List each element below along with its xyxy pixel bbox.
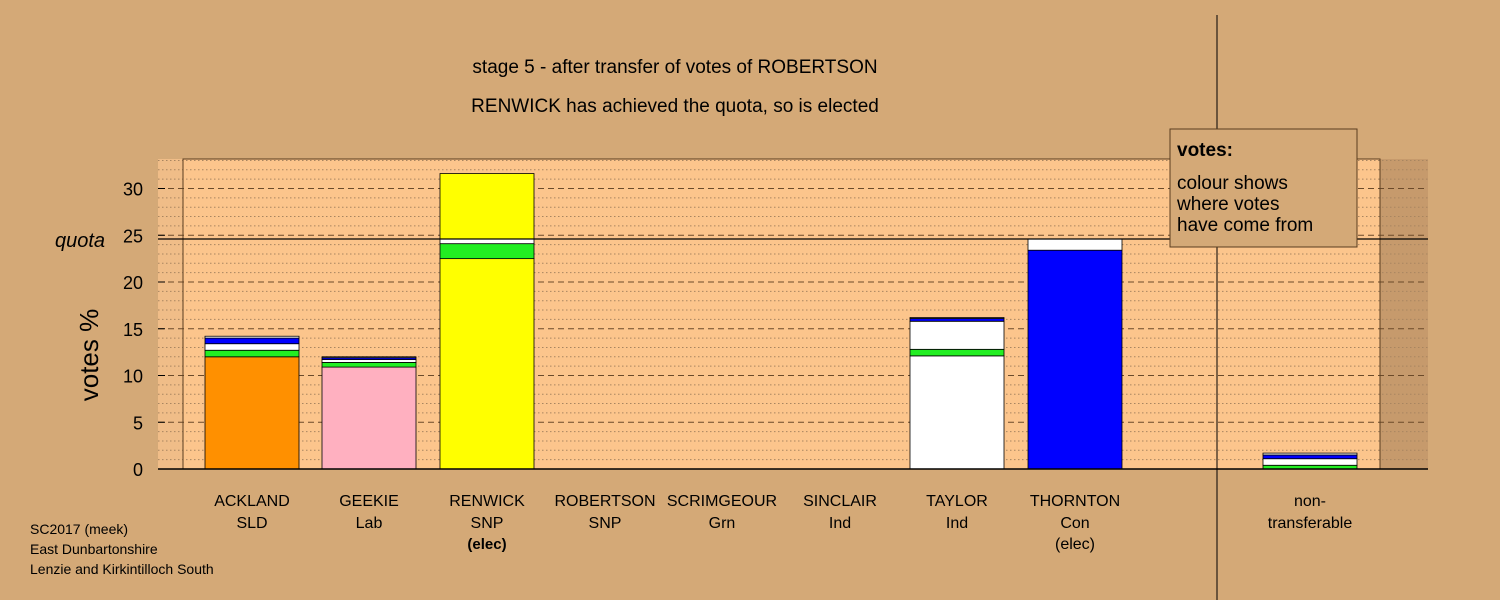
candidate-name: TAYLOR (926, 493, 988, 510)
candidate-party: Ind (946, 515, 968, 532)
candidate-name: ROBERTSON (554, 493, 655, 510)
bar-thornton (1027, 238, 1123, 470)
bar-segment (1262, 458, 1358, 466)
y-tick-label: 20 (123, 273, 143, 293)
bar-segment (321, 362, 417, 368)
nontransferable-label-1: non- (1294, 493, 1326, 510)
bar-geekie (321, 356, 417, 470)
footer-line-2: East Dunbartonshire (30, 541, 158, 557)
quota-label: quota (55, 230, 105, 252)
bars (204, 173, 1358, 470)
legend: votes: colour shows where votes have com… (1169, 128, 1358, 248)
candidate-party: SLD (236, 515, 267, 532)
candidate-name: SCRIMGEOUR (667, 493, 777, 510)
footer-line-1: SC2017 (meek) (30, 521, 128, 537)
y-tick-label: 25 (123, 226, 143, 246)
y-tick-label: 0 (133, 460, 143, 480)
bar-segment (204, 343, 300, 351)
chart-subtitle: RENWICK has achieved the quota, so is el… (471, 96, 879, 117)
bar-segment (439, 238, 535, 245)
legend-title: votes: (1177, 140, 1233, 161)
bar-segment (909, 317, 1005, 319)
y-tick-label: 10 (123, 367, 143, 387)
legend-line-1: colour shows (1177, 173, 1288, 194)
bar-segment (909, 318, 1005, 322)
bar-segment (204, 349, 300, 358)
plot-overhang-left (158, 159, 183, 469)
bar-segment (1027, 249, 1123, 470)
candidate-party: SNP (471, 515, 504, 532)
bar-segment (1262, 454, 1358, 460)
legend-box (1169, 128, 1358, 248)
legend-line-3: have come from (1177, 215, 1313, 236)
candidate-name: RENWICK (449, 493, 525, 510)
candidate-party: SNP (589, 515, 622, 532)
candidate-name: SINCLAIR (803, 493, 877, 510)
footer: SC2017 (meek) East Dunbartonshire Lenzie… (30, 521, 214, 577)
candidate-name: GEEKIE (339, 493, 399, 510)
y-axis-label: votes % (74, 309, 104, 402)
x-labels: ACKLAND SLD GEEKIE Lab RENWICK SNP (elec) ROBER… (214, 493, 1352, 553)
candidate-party: Ind (829, 515, 851, 532)
candidate-name: ACKLAND (214, 493, 290, 510)
bar-segment (439, 243, 535, 260)
y-tick-label: 5 (133, 413, 143, 433)
candidate-party: Con (1060, 515, 1089, 532)
bar-segment (321, 356, 417, 359)
candidate-status: (elec) (467, 536, 506, 553)
chart-title: stage 5 - after transfer of votes of ROB… (472, 57, 877, 78)
bar-segment (439, 258, 535, 470)
nontransferable-label-2: transferable (1268, 515, 1353, 532)
legend-line-2: where votes (1176, 194, 1279, 215)
bar-segment (321, 359, 417, 363)
bar-segment (1262, 452, 1358, 456)
bar-segment (204, 335, 300, 339)
bar-segment (909, 348, 1005, 357)
bar-segment (439, 173, 535, 240)
bar-segment (1027, 238, 1123, 251)
bar-taylor (909, 317, 1005, 470)
bar-segment (909, 355, 1005, 470)
candidate-name: THORNTON (1030, 493, 1120, 510)
y-tick-labels: 0 5 10 15 20 25 30 (123, 180, 165, 480)
bar-segment (204, 337, 300, 345)
footer-line-3: Lenzie and Kirkintilloch South (30, 561, 214, 577)
bar-ackland (204, 335, 300, 470)
bar-renwick (439, 173, 535, 470)
bar-segment (204, 356, 300, 470)
y-tick-label: 15 (123, 320, 143, 340)
y-tick-label: 30 (123, 180, 143, 200)
candidate-party: Lab (356, 515, 383, 532)
bar-segment (321, 366, 417, 470)
candidate-party: Grn (709, 515, 736, 532)
candidate-status: (elec) (1055, 536, 1095, 553)
bar-segment (909, 320, 1005, 350)
bar-nontransferable (1262, 452, 1358, 470)
plot-overhang-right (1380, 159, 1428, 469)
